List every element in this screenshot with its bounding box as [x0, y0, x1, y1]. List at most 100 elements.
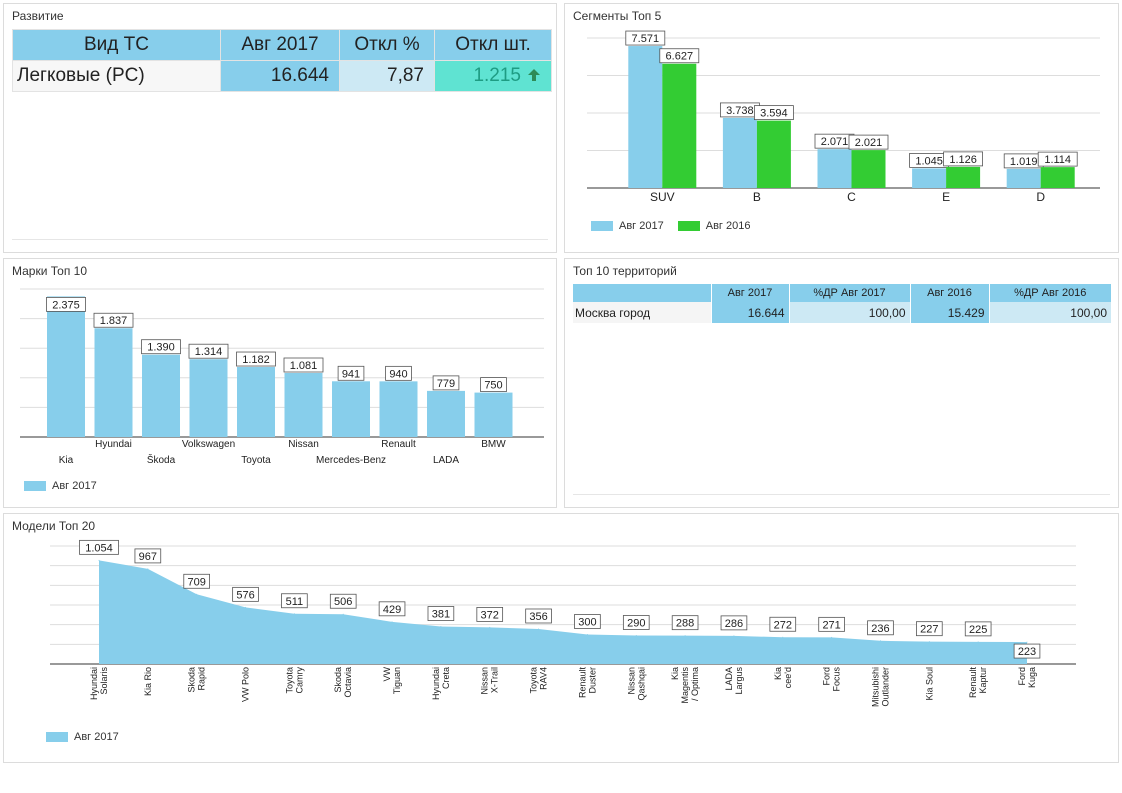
bar: [1006, 168, 1041, 188]
x-tick-label-line: X-Trail: [490, 667, 500, 693]
data-label-box: [378, 601, 406, 617]
territories-header-a2016[interactable]: Авг 2016: [910, 284, 990, 302]
x-tick-label-line: Ford: [822, 667, 832, 686]
territories-header-name[interactable]: [573, 284, 712, 302]
data-point: [1026, 641, 1028, 643]
models-legend: Авг 2017: [46, 731, 133, 743]
territories-panel: Топ 10 территорий Авг 2017 %ДР Авг 2017 …: [564, 258, 1119, 508]
x-tick-label: Mercedes-Benz: [316, 455, 386, 466]
arrow-up-icon: [528, 69, 540, 81]
data-label-text: 1.837: [100, 315, 128, 327]
data-label-box: [93, 312, 134, 328]
data-label-text: 1.126: [949, 154, 977, 166]
data-label: 429: [378, 601, 406, 617]
legend-item-2017[interactable]: Авг 2017: [591, 220, 664, 232]
data-point: [977, 641, 979, 643]
kpi-row-pct: 7,87: [339, 60, 435, 92]
data-label-text: 940: [389, 368, 407, 380]
x-tick-label: Kia Soul: [924, 667, 934, 701]
kpi-header-pct[interactable]: Откл %: [339, 29, 435, 61]
kpi-header-abs[interactable]: Откл шт.: [434, 29, 552, 61]
data-point: [684, 635, 686, 637]
x-tick-label-line: Nissan: [626, 667, 636, 695]
legend-item-2017[interactable]: Авг 2017: [24, 480, 97, 492]
data-label: 3.738: [719, 102, 760, 118]
data-point: [342, 613, 344, 615]
data-label: 2.071: [814, 133, 855, 149]
territories-header-row: Авг 2017 %ДР Авг 2017 Авг 2016 %ДР Авг 2…: [573, 284, 1112, 302]
data-label: 3.594: [753, 105, 794, 121]
territories-table: Авг 2017 %ДР Авг 2017 Авг 2016 %ДР Авг 2…: [573, 284, 1112, 323]
x-tick-label: Kia Magentis / Optima: [670, 667, 700, 704]
data-label-box: [385, 365, 412, 381]
territories-header-p2016[interactable]: %ДР Авг 2016: [989, 284, 1112, 302]
x-tick-label-line: Kia: [670, 667, 680, 680]
data-label-text: 1.114: [1044, 154, 1071, 166]
data-point: [196, 593, 198, 595]
table-row[interactable]: Москва город 16.644 100,00 15.429 100,00: [573, 302, 1112, 323]
legend-item-2017[interactable]: Авг 2017: [46, 731, 119, 743]
legend-swatch: [677, 221, 700, 231]
brands-panel: Марки Топ 10 2.375 Kia 1.837 Hyundai 1.390 Šk…: [3, 258, 557, 508]
territory-p2016: 100,00: [989, 302, 1112, 323]
data-label-text: 2.375: [52, 299, 80, 311]
data-label-box: [337, 365, 365, 381]
x-tick-label-line: Hyundai: [89, 667, 99, 700]
x-tick-label: B: [753, 190, 761, 204]
panel-title: Модели Топ 20: [12, 519, 96, 533]
x-tick-label: Ford Focus: [822, 667, 842, 692]
bar: [722, 117, 757, 188]
data-label-box: [46, 296, 86, 312]
x-tick-label-line: Largus: [734, 667, 744, 695]
data-label: 576: [232, 586, 259, 602]
bar: [1040, 167, 1075, 188]
razvitie-panel: Развитие Вид ТС Авг 2017 Откл % Откл шт.…: [3, 3, 557, 253]
x-tick-label-line: Renault: [577, 667, 587, 699]
data-label-text: 272: [774, 619, 792, 631]
territories-header-p2017[interactable]: %ДР Авг 2017: [789, 284, 911, 302]
legend-swatch: [46, 732, 68, 742]
data-point: [928, 641, 930, 643]
territories-header-a2017[interactable]: Авг 2017: [711, 284, 790, 302]
data-label-text: 6.627: [666, 51, 694, 63]
territory-a2017: 16.644: [711, 302, 790, 323]
panel-title: Топ 10 территорий: [573, 264, 677, 278]
x-tick-label-line: Creta: [441, 667, 451, 689]
x-tick-label-line: Toyota: [529, 667, 539, 694]
data-label: 1.182: [236, 351, 276, 367]
x-tick-label: Kia cee'd: [773, 667, 793, 688]
data-label-box: [622, 615, 650, 630]
data-label-text: 1.390: [147, 342, 175, 354]
x-tick-label-line: Outlander: [880, 667, 890, 707]
data-point: [733, 635, 735, 637]
kpi-header-type[interactable]: Вид ТС: [12, 29, 221, 61]
x-tick-label: Renault: [381, 439, 416, 450]
kpi-row[interactable]: Легковые (PC) 16.644 7,87 1.215: [12, 60, 552, 92]
panel-title: Развитие: [12, 9, 64, 23]
data-label-text: 1.019: [1010, 156, 1038, 168]
data-label: 967: [134, 548, 162, 564]
kpi-header-period[interactable]: Авг 2017: [220, 29, 340, 61]
x-tick-label: Hyundai Solaris: [89, 667, 109, 701]
segments-panel: Сегменты Топ 5 7.571 6.627 SUV 3.738 3.594 B 2…: [564, 3, 1119, 253]
kpi-table: Вид ТС Авг 2017 Откл % Откл шт. Легковые…: [12, 29, 552, 92]
x-tick-label-line: Kia Soul: [924, 667, 934, 701]
data-label-text: 2.021: [855, 137, 883, 149]
bar: [851, 150, 886, 188]
x-tick-label: Volkswagen: [182, 439, 235, 450]
data-label: 286: [720, 615, 748, 631]
data-label: 1.019: [1003, 153, 1044, 169]
bar: [189, 359, 228, 437]
data-point: [98, 559, 100, 561]
data-point: [440, 626, 442, 628]
data-label-text: 372: [481, 609, 499, 621]
data-label: 271: [818, 616, 845, 632]
data-label: 288: [671, 615, 699, 631]
data-label-box: [281, 593, 308, 609]
data-label: 2.375: [46, 296, 86, 312]
bar: [817, 149, 852, 188]
bar: [912, 168, 947, 188]
legend-item-2016[interactable]: Авг 2016: [677, 220, 750, 232]
data-label: 511: [281, 593, 308, 609]
data-label-box: [525, 608, 552, 624]
